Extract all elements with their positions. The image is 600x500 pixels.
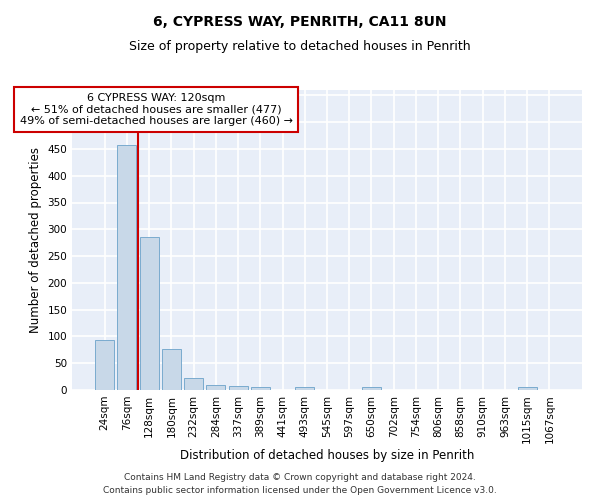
Text: 6, CYPRESS WAY, PENRITH, CA11 8UN: 6, CYPRESS WAY, PENRITH, CA11 8UN [153,15,447,29]
Bar [206,384,225,390]
Bar [118,144,136,390]
Bar [162,349,181,390]
Bar [229,386,248,390]
Bar [140,238,158,390]
Bar [251,388,270,390]
Bar [95,340,114,390]
Text: Contains HM Land Registry data © Crown copyright and database right 2024.: Contains HM Land Registry data © Crown c… [124,474,476,482]
Text: Size of property relative to detached houses in Penrith: Size of property relative to detached ho… [129,40,471,53]
Bar [362,388,381,390]
Bar [518,388,536,390]
Text: Contains public sector information licensed under the Open Government Licence v3: Contains public sector information licen… [103,486,497,495]
Bar [184,378,203,390]
Y-axis label: Number of detached properties: Number of detached properties [29,147,42,333]
Text: 6 CYPRESS WAY: 120sqm
← 51% of detached houses are smaller (477)
49% of semi-det: 6 CYPRESS WAY: 120sqm ← 51% of detached … [20,93,293,126]
Bar [295,388,314,390]
X-axis label: Distribution of detached houses by size in Penrith: Distribution of detached houses by size … [180,449,474,462]
